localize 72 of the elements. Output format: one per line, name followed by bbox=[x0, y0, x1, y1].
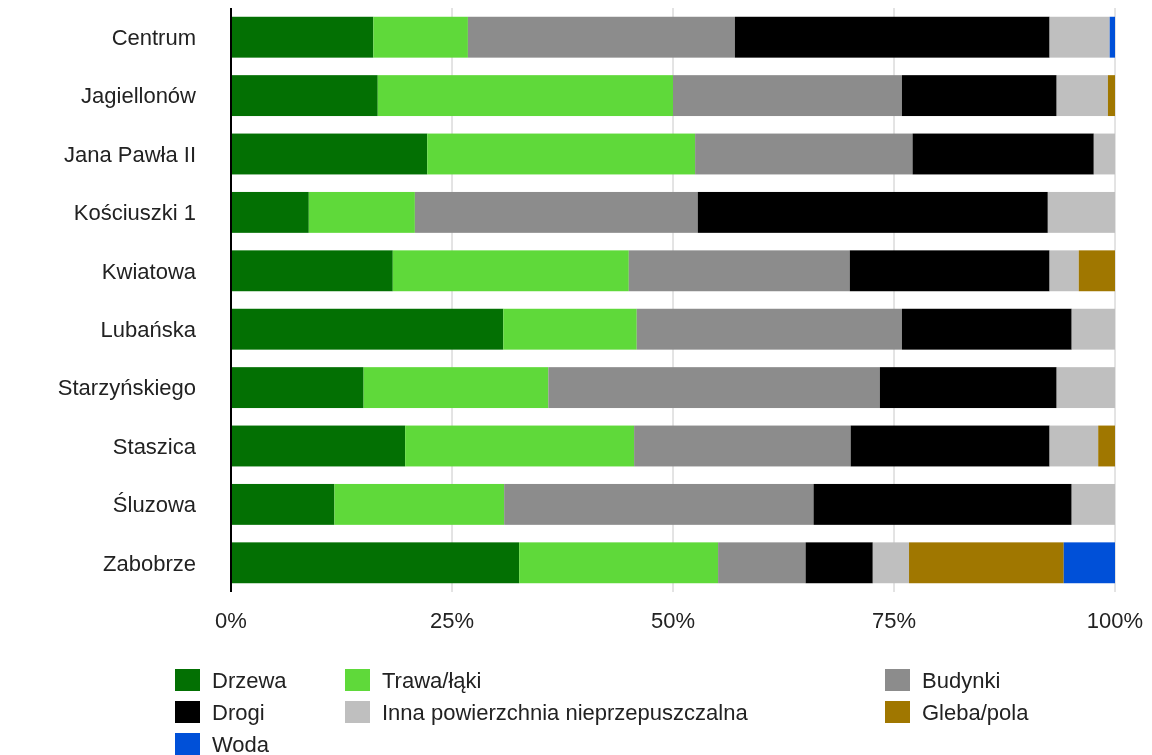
bar bbox=[1107, 75, 1115, 117]
x-tick-label: 25% bbox=[429, 608, 475, 633]
legend-label: Woda bbox=[212, 731, 270, 755]
bar bbox=[1098, 425, 1115, 467]
y-tick-label: Jana Pawła II bbox=[63, 141, 196, 167]
bar bbox=[695, 133, 913, 175]
x-tick-label: 0% bbox=[215, 608, 247, 633]
bar bbox=[1063, 542, 1115, 584]
bar bbox=[467, 16, 735, 58]
bar bbox=[308, 191, 415, 233]
bar bbox=[231, 133, 428, 175]
bar bbox=[414, 191, 698, 233]
bar bbox=[377, 75, 673, 117]
bar bbox=[231, 425, 406, 467]
legend-label: Inna powierzchnia nieprzepuszczalna bbox=[382, 699, 749, 725]
x-tick-label: 50% bbox=[650, 608, 696, 633]
bar bbox=[1049, 16, 1110, 58]
bar bbox=[231, 483, 335, 525]
bar bbox=[813, 483, 1072, 525]
y-tick-label: Śluzowa bbox=[112, 492, 197, 518]
bar bbox=[1109, 16, 1115, 58]
bar bbox=[912, 133, 1094, 175]
y-tick-label: Zabobrze bbox=[103, 550, 196, 576]
y-tick-label: Staszica bbox=[112, 433, 197, 459]
bar bbox=[231, 250, 393, 292]
bar bbox=[1078, 250, 1115, 292]
legend-label: Budynki bbox=[922, 667, 1001, 693]
bar bbox=[373, 16, 468, 58]
bar bbox=[734, 16, 1050, 58]
bar bbox=[636, 308, 902, 350]
x-tick-label: 75% bbox=[871, 608, 917, 633]
bar bbox=[901, 308, 1072, 350]
bar bbox=[334, 483, 505, 525]
bar bbox=[1056, 75, 1108, 117]
bar bbox=[909, 542, 1064, 584]
bar bbox=[231, 191, 309, 233]
x-tick-label: 100% bbox=[1086, 608, 1144, 633]
y-tick-label: Lubańska bbox=[100, 316, 197, 342]
y-tick-label: Starzyńskiego bbox=[57, 375, 196, 401]
legend-label: Gleba/pola bbox=[922, 699, 1030, 725]
bar bbox=[231, 542, 520, 584]
legend-label: Trawa/łąki bbox=[382, 667, 482, 693]
y-tick-label: Centrum bbox=[111, 24, 196, 50]
bar bbox=[231, 75, 378, 117]
bar bbox=[850, 425, 1050, 467]
legend-label: Drzewa bbox=[212, 667, 288, 693]
y-tick-label: Kwiatowa bbox=[101, 258, 197, 284]
bar bbox=[1049, 425, 1099, 467]
bar bbox=[901, 75, 1057, 117]
y-tick-label: Jagiellonów bbox=[81, 83, 197, 109]
bar bbox=[363, 367, 549, 409]
bar bbox=[548, 367, 880, 409]
bar bbox=[231, 367, 364, 409]
bar bbox=[405, 425, 635, 467]
bar bbox=[634, 425, 851, 467]
bar bbox=[697, 191, 1048, 233]
bar bbox=[231, 308, 504, 350]
bar bbox=[1049, 250, 1079, 292]
bar bbox=[392, 250, 629, 292]
bar bbox=[805, 542, 873, 584]
bar bbox=[427, 133, 696, 175]
bar bbox=[503, 308, 637, 350]
bar bbox=[519, 542, 719, 584]
bar bbox=[231, 16, 374, 58]
legend-label: Drogi bbox=[212, 699, 265, 725]
bar bbox=[504, 483, 814, 525]
bar bbox=[628, 250, 850, 292]
y-tick-label: Kościuszki 1 bbox=[73, 200, 196, 226]
bar bbox=[849, 250, 1050, 292]
bar bbox=[673, 75, 902, 117]
bar bbox=[718, 542, 806, 584]
bar bbox=[879, 367, 1057, 409]
